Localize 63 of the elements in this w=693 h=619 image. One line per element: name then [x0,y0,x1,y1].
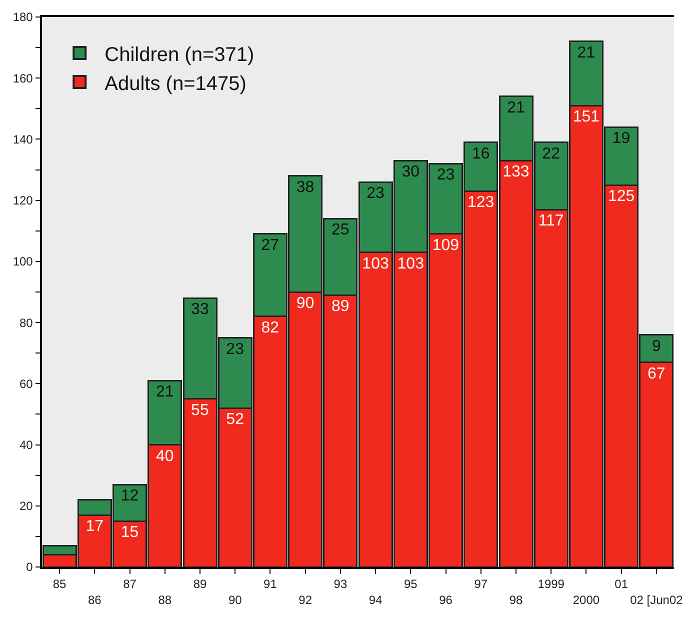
x-tick-label: 02 [Jun02 [630,592,684,607]
legend-label: Children (n=371) [104,44,254,66]
data-label: 21 [577,44,596,62]
data-label: 125 [608,188,635,206]
data-label: 133 [502,164,530,181]
x-tick-label: 1999 [538,577,565,592]
y-tick-label: 140 [12,132,34,146]
y-tick-label: 0 [26,560,34,574]
data-label: 16 [472,145,490,162]
x-tick-label: 86 [88,592,102,607]
data-label: 33 [191,301,209,318]
x-tick-label: 90 [228,592,242,607]
data-label: 151 [572,108,600,126]
y-tick-label: 60 [19,376,34,391]
data-label: 90 [296,295,314,312]
x-tick-label: 87 [123,577,137,592]
data-label: 40 [156,448,174,465]
data-label: 21 [156,384,174,401]
data-label: 89 [331,298,350,316]
data-label: 123 [467,194,494,212]
data-label: 22 [542,145,560,162]
data-label: 21 [507,99,525,116]
x-tick-label: 98 [509,592,523,607]
data-label: 30 [402,164,420,181]
data-label: 109 [432,236,460,254]
x-tick-label: 2000 [572,592,600,607]
data-label: 15 [120,524,139,542]
x-tick-label: 93 [334,577,348,592]
y-tick-label: 40 [19,438,34,452]
data-label: 12 [120,488,139,504]
x-tick-label: 01 [614,577,628,592]
data-label: 9 [652,338,661,355]
y-tick-label: 180 [12,10,34,24]
x-tick-label: 89 [193,577,207,592]
y-tick-label: 20 [19,499,34,514]
data-label: 67 [647,365,666,382]
data-label: 27 [261,236,280,254]
x-tick-label: 95 [404,577,418,592]
data-label: 23 [366,185,385,202]
x-tick-label: 88 [158,592,172,607]
data-label: 55 [191,402,209,419]
y-tick-label: 100 [12,254,34,269]
x-tick-label: 94 [368,592,383,607]
legend-label: Adults (n=1475) [104,72,246,95]
y-tick-label: 160 [12,71,34,86]
x-tick-label: 96 [439,592,453,607]
data-label: 38 [296,178,314,196]
x-tick-label: 92 [298,592,312,607]
data-label: 17 [86,518,104,536]
data-label: 23 [226,340,244,358]
data-label: 117 [538,212,564,230]
y-tick-label: 120 [12,194,34,208]
x-tick-label: 85 [52,577,67,592]
data-label: 19 [612,130,630,147]
data-label: 103 [397,255,424,272]
data-label: 25 [331,222,350,239]
data-label: 82 [261,319,280,336]
data-label: 52 [226,411,244,428]
x-tick-label: 91 [264,577,278,592]
data-label: 23 [436,166,455,184]
x-tick-label: 97 [474,577,488,592]
y-tick-label: 80 [19,316,34,330]
data-label: 103 [362,255,389,272]
